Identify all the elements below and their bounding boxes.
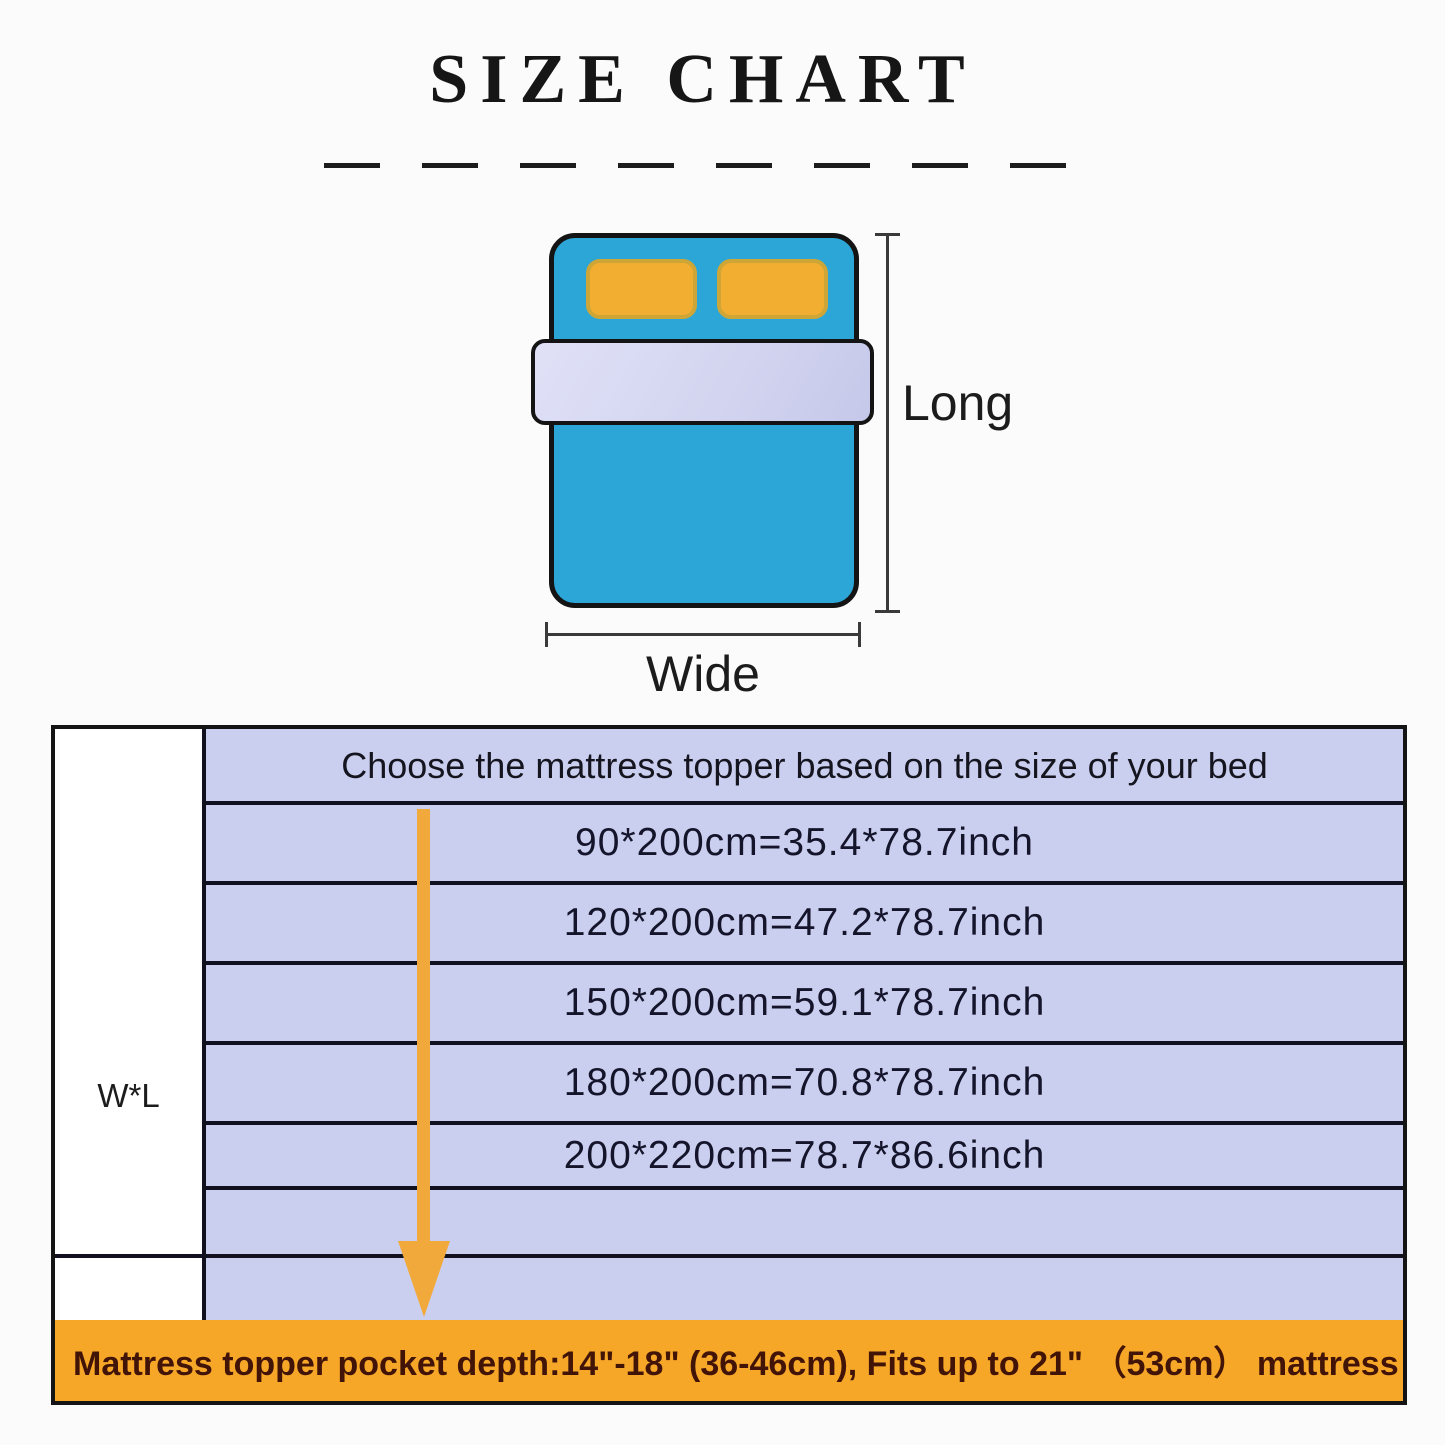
column-divider-line <box>202 729 206 1320</box>
dash-segment <box>324 163 380 168</box>
dash-segment <box>912 163 968 168</box>
blanket-band-graphic <box>531 339 874 425</box>
long-measure-line <box>886 233 889 613</box>
table-row: 200*220cm=78.7*86.6inch <box>563 1133 1046 1177</box>
table-row: 180*200cm=70.8*78.7inch <box>563 1061 1046 1104</box>
down-arrow-icon <box>417 809 430 1247</box>
pocket-depth-text: Mattress topper pocket depth:14"-18" (36… <box>73 1345 1399 1383</box>
table-row: 120*200cm=47.2*78.7inch <box>563 901 1046 944</box>
table-row: 90*200cm=35.4*78.7inch <box>575 821 1034 864</box>
dash-segment <box>520 163 576 168</box>
wide-measure-cap-right <box>858 622 861 647</box>
wide-measure-line <box>545 633 861 636</box>
full-width-separator <box>55 1254 1403 1258</box>
pillow-left-graphic <box>586 259 697 319</box>
wide-measure-cap-left <box>545 622 548 647</box>
page-title: SIZE CHART <box>429 41 977 118</box>
long-measure-cap-top <box>875 233 900 236</box>
row-separator <box>202 1041 1403 1045</box>
size-table: Choose the mattress topper based on the … <box>51 725 1407 1405</box>
pocket-depth-banner: Mattress topper pocket depth:14"-18" (36… <box>55 1320 1403 1401</box>
row-separator <box>202 961 1403 965</box>
down-arrow-head-icon <box>398 1241 450 1317</box>
dimension-label: W*L <box>97 1077 160 1114</box>
row-separator <box>202 801 1403 805</box>
pillow-right-graphic <box>717 259 828 319</box>
table-main-background <box>202 729 1403 1320</box>
dash-segment <box>1010 163 1066 168</box>
row-separator <box>202 881 1403 885</box>
title-underline <box>324 163 1066 168</box>
dash-segment <box>422 163 478 168</box>
dimension-column <box>55 729 202 1320</box>
dash-segment <box>716 163 772 168</box>
table-header: Choose the mattress topper based on the … <box>341 745 1268 786</box>
dash-segment <box>814 163 870 168</box>
dash-segment <box>618 163 674 168</box>
wide-label: Wide <box>646 646 760 702</box>
row-separator <box>202 1186 1403 1190</box>
row-separator <box>202 1121 1403 1125</box>
long-measure-cap-bottom <box>875 610 900 613</box>
long-label: Long <box>902 375 1014 431</box>
table-row: 150*200cm=59.1*78.7inch <box>563 981 1046 1024</box>
